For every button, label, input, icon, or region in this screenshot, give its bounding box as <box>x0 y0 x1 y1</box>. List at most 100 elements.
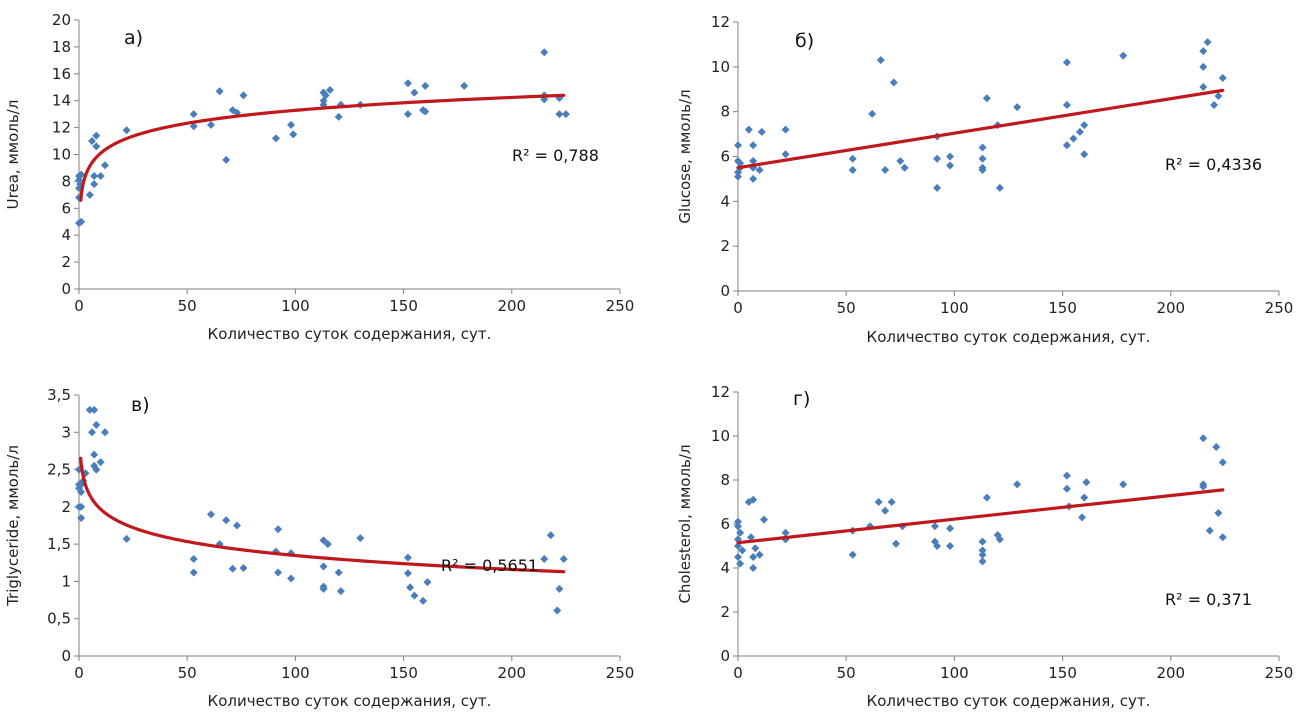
data-point <box>978 165 987 174</box>
data-point <box>744 125 753 134</box>
trend-line <box>736 488 1225 545</box>
y-tick-label: 0 <box>720 647 730 665</box>
x-tick-label: 100 <box>281 664 310 682</box>
data-point <box>274 525 283 534</box>
panel-label: б) <box>795 30 814 52</box>
y-tick-label: 8 <box>720 471 730 489</box>
x-tick-label: 50 <box>178 664 197 682</box>
data-point <box>896 156 905 165</box>
data-point <box>232 521 241 530</box>
data-point <box>746 533 755 542</box>
data-point <box>982 94 991 103</box>
y-tick-label: 2 <box>61 498 71 516</box>
data-point <box>92 131 101 140</box>
data-point <box>403 110 412 119</box>
data-point <box>403 569 412 578</box>
y-tick-label: 12 <box>52 119 71 137</box>
data-point <box>1078 513 1087 522</box>
data-point <box>982 493 991 502</box>
data-point <box>90 172 99 181</box>
y-tick-label: 4 <box>61 226 71 244</box>
data-point <box>287 574 296 583</box>
data-point <box>946 542 955 550</box>
data-point <box>848 154 857 163</box>
y-tick-label: 0 <box>720 282 730 300</box>
data-point <box>90 180 99 189</box>
data-point <box>995 183 1004 192</box>
data-point <box>403 553 412 562</box>
data-point <box>189 110 198 119</box>
data-point <box>1218 458 1227 467</box>
data-point <box>274 568 283 577</box>
x-tick-label: 250 <box>1265 664 1294 682</box>
data-point <box>334 568 343 577</box>
x-tick-label: 200 <box>497 664 526 682</box>
y-tick-label: 18 <box>52 38 71 56</box>
data-point <box>215 87 224 96</box>
x-tick-label: 0 <box>74 297 84 315</box>
y-tick-label: 1,5 <box>47 535 71 553</box>
data-point <box>96 458 105 467</box>
x-axis-label: Количество суток содержания, сут. <box>208 692 492 710</box>
data-point <box>460 81 469 90</box>
y-tick-label: 12 <box>711 13 730 31</box>
data-point <box>423 578 432 587</box>
data-point <box>419 596 428 605</box>
data-point <box>1062 100 1071 109</box>
data-point <box>848 550 857 559</box>
x-tick-label: 250 <box>606 664 635 682</box>
data-point <box>540 48 549 57</box>
y-tick-label: 10 <box>711 58 730 76</box>
data-point <box>87 428 96 437</box>
data-point <box>978 154 987 163</box>
panel-label: в) <box>131 394 150 416</box>
trend-line <box>79 93 566 202</box>
data-point <box>96 172 105 181</box>
y-tick-label: 6 <box>720 148 730 166</box>
y-tick-label: 0 <box>61 280 71 298</box>
data-point <box>946 524 955 533</box>
data-point <box>222 155 231 164</box>
data-point <box>189 568 198 577</box>
data-point <box>90 450 99 459</box>
data-point <box>900 163 909 172</box>
y-tick-label: 2 <box>720 603 730 621</box>
data-point <box>848 165 857 174</box>
trend-line <box>79 456 566 574</box>
data-point <box>406 583 415 592</box>
data-point <box>734 553 742 561</box>
y-tick-label: 14 <box>52 92 71 110</box>
data-point <box>781 125 790 134</box>
data-point <box>553 606 562 615</box>
data-point <box>92 465 101 474</box>
data-point <box>555 584 564 593</box>
r-squared-label: R² = 0,371 <box>1165 590 1252 609</box>
data-point <box>561 110 570 119</box>
data-point <box>1212 443 1221 451</box>
data-point <box>319 536 328 545</box>
data-point <box>334 112 343 121</box>
data-point <box>759 515 768 524</box>
data-point <box>326 85 335 94</box>
y-tick-label: 2 <box>61 253 71 271</box>
data-point <box>1199 434 1208 443</box>
data-point <box>77 502 86 511</box>
data-point <box>77 514 86 523</box>
x-tick-label: 50 <box>178 297 197 315</box>
data-point <box>189 122 198 131</box>
data-point <box>978 546 987 555</box>
x-axis-label: Количество суток содержания, сут. <box>208 325 492 343</box>
y-tick-label: 16 <box>52 65 71 83</box>
data-point <box>757 127 766 136</box>
data-point <box>1214 509 1223 517</box>
data-point <box>403 79 412 88</box>
data-point <box>749 174 758 183</box>
data-point <box>1214 91 1223 100</box>
r-squared-label: R² = 0,788 <box>512 146 599 165</box>
data-point <box>77 217 86 226</box>
data-point <box>356 534 365 543</box>
x-tick-label: 150 <box>389 297 418 315</box>
data-point <box>1199 47 1208 56</box>
data-point <box>736 159 745 168</box>
